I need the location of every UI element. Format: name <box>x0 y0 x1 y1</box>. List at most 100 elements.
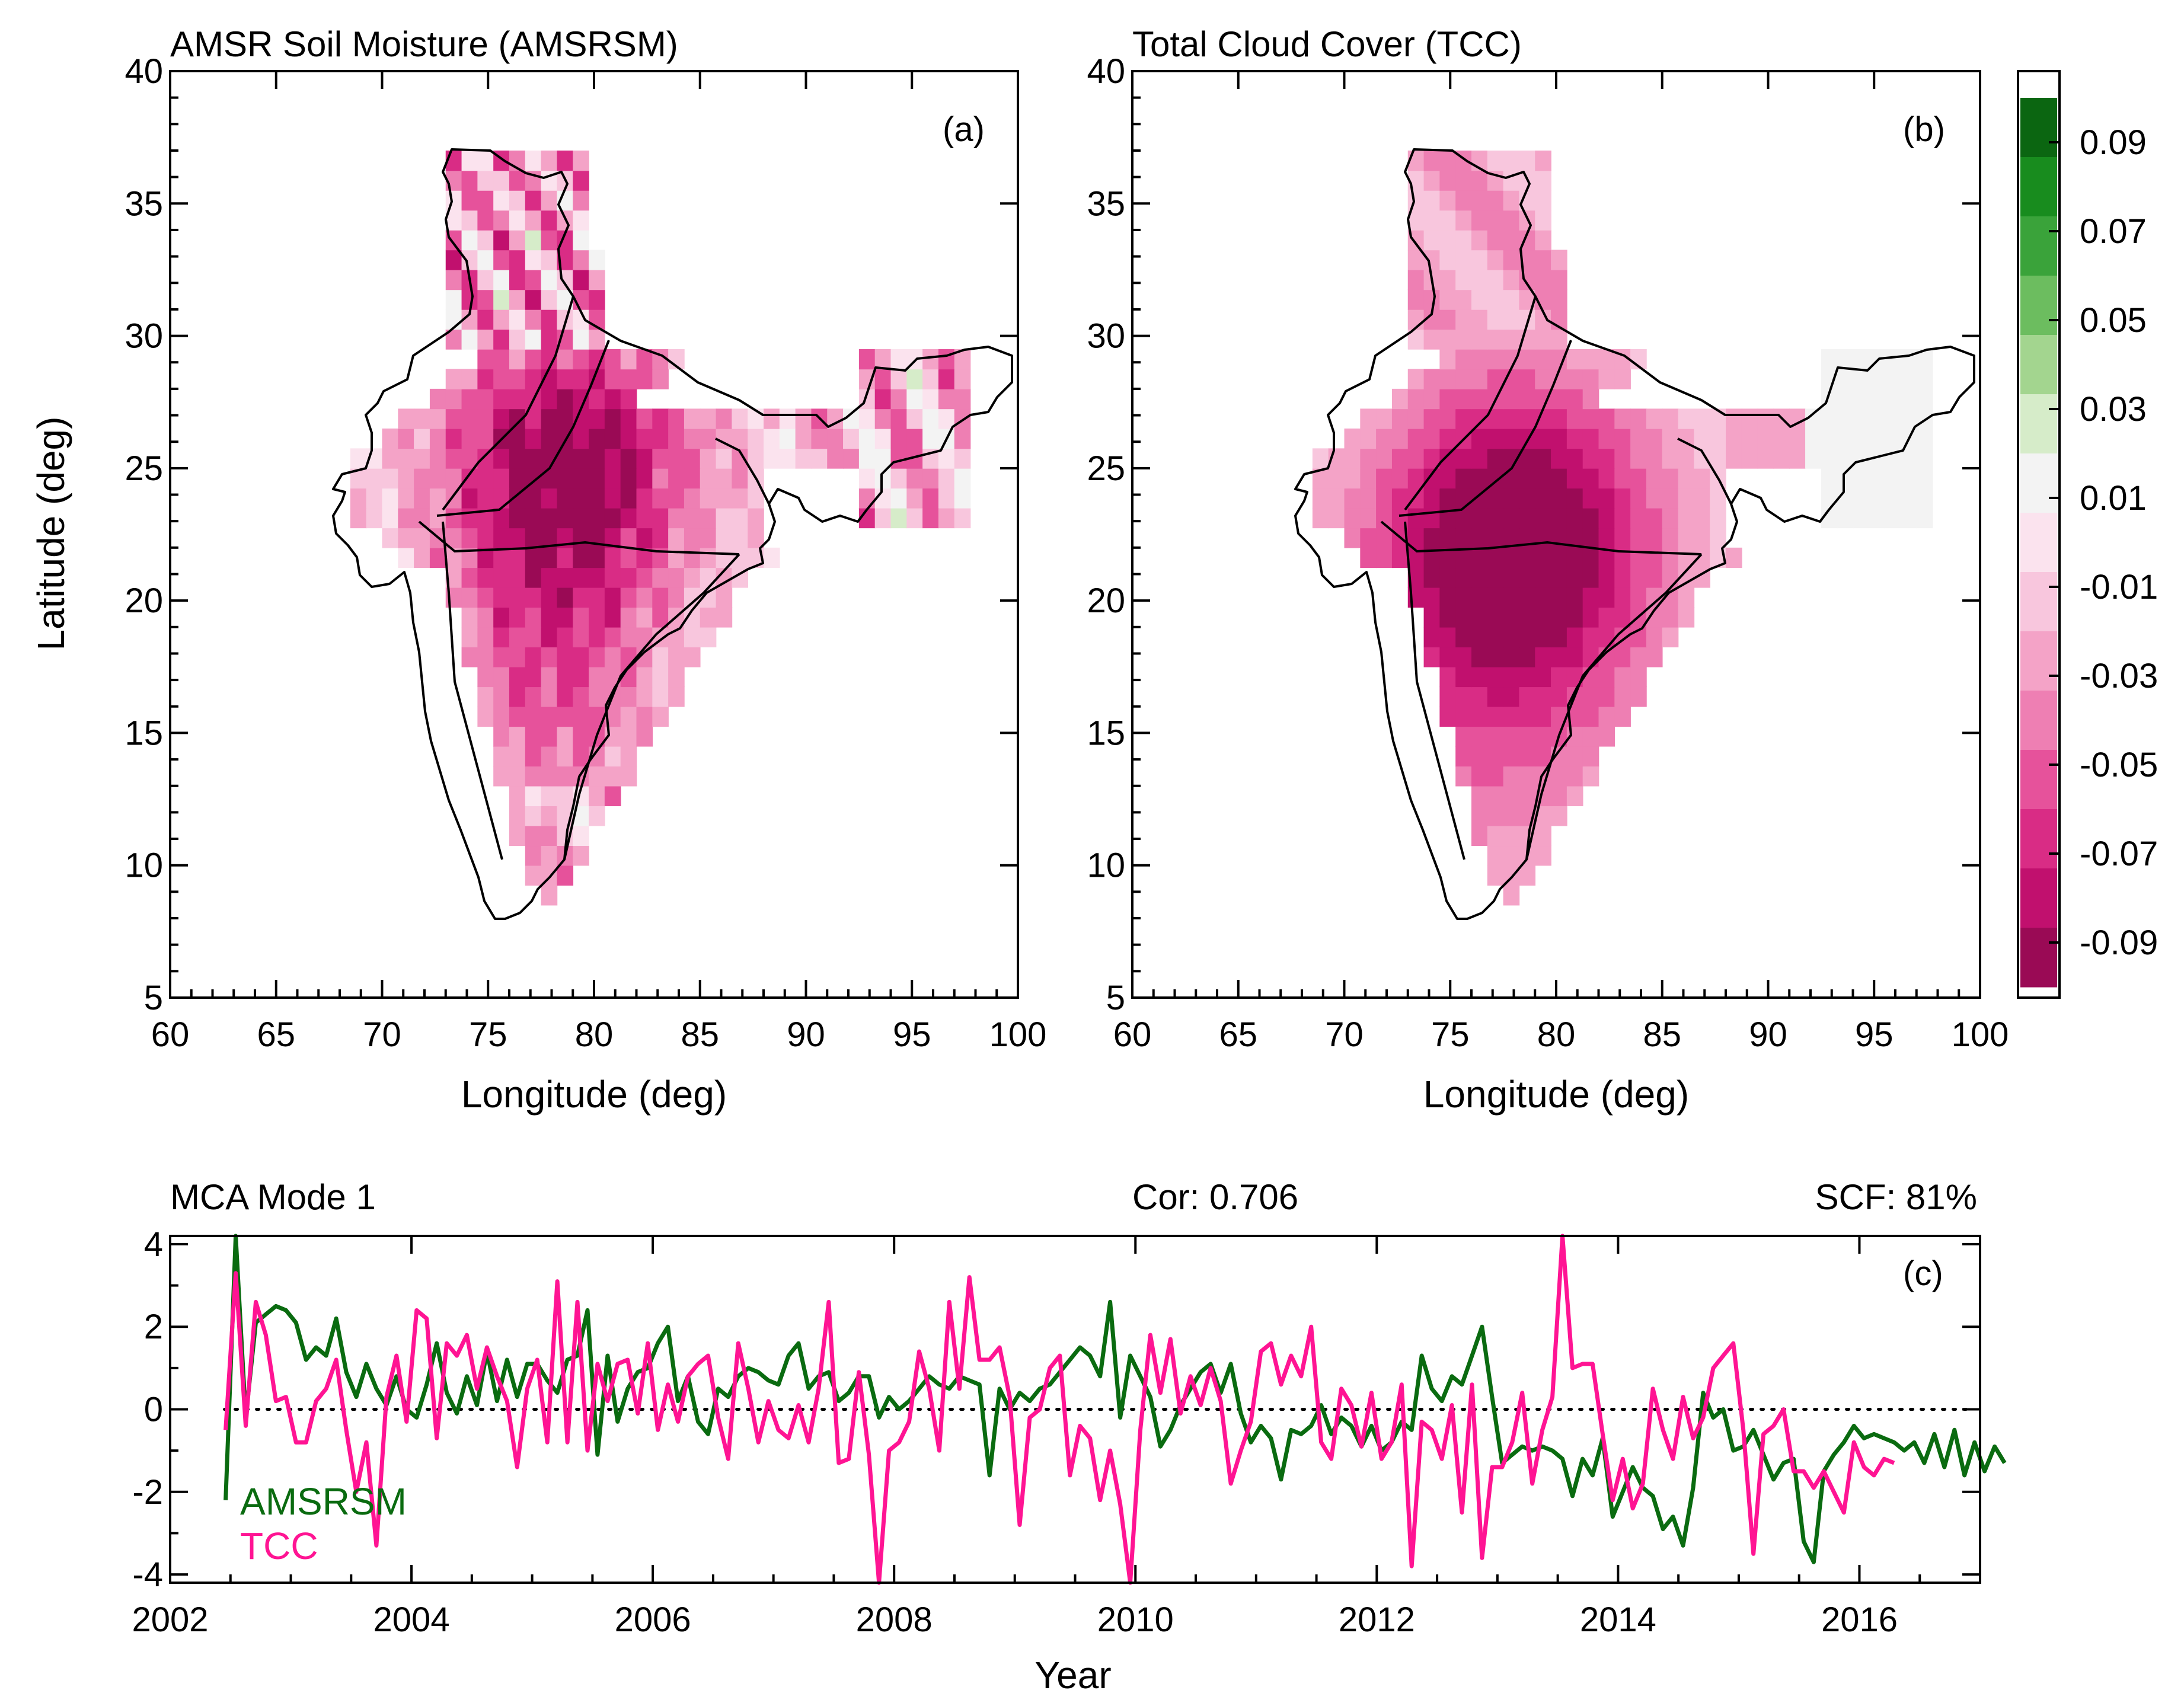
colorbar-tick-label: -0.05 <box>2080 746 2158 784</box>
heatmap-cell <box>1551 686 1567 707</box>
heatmap-cell <box>477 567 494 588</box>
colorbar-block <box>2020 572 2057 632</box>
heatmap-cell <box>557 865 574 886</box>
heatmap-cell <box>684 408 701 429</box>
heatmap-cell <box>1566 766 1583 787</box>
heatmap-cell <box>477 369 494 389</box>
heatmap-cell <box>1535 190 1551 211</box>
colorbar-tick-label: 0.01 <box>2080 479 2147 517</box>
heatmap-cell <box>1582 428 1599 449</box>
heatmap-cell <box>414 488 430 509</box>
heatmap-cell <box>493 369 510 389</box>
heatmap-cell <box>890 349 908 370</box>
panel-a-country-border <box>332 148 1013 920</box>
heatmap-cell <box>493 210 510 231</box>
heatmap-cell <box>652 408 669 429</box>
heatmap-cell <box>1900 369 1917 389</box>
heatmap-cell <box>1487 746 1504 767</box>
heatmap-cell <box>493 567 510 588</box>
heatmap-cell <box>445 289 462 310</box>
heatmap-cell <box>1455 607 1472 628</box>
heatmap-cell <box>398 507 414 529</box>
heatmap-cell <box>414 468 430 489</box>
heatmap-cell <box>938 388 955 410</box>
heatmap-cell <box>1487 269 1504 290</box>
heatmap-cell <box>668 428 685 449</box>
heatmap-cell <box>461 408 478 429</box>
heatmap-cell <box>716 488 733 509</box>
heatmap-cell <box>668 587 685 608</box>
colorbar-block <box>2020 513 2057 573</box>
x-tick-label: 95 <box>1855 1015 1894 1054</box>
heatmap-cell <box>1900 507 1917 529</box>
heatmap-cell <box>1662 627 1679 648</box>
heatmap-cell <box>573 567 589 588</box>
heatmap-cell <box>509 686 526 707</box>
heatmap-cell <box>1582 369 1599 389</box>
heatmap-cell <box>557 468 574 489</box>
heatmap-cell <box>684 547 701 568</box>
heatmap-cell <box>732 428 748 449</box>
heatmap-cell <box>1853 428 1870 449</box>
heatmap-cell <box>858 428 876 449</box>
heatmap-cell <box>1662 528 1679 548</box>
heatmap-cell <box>525 289 542 310</box>
heatmap-cell <box>589 448 605 469</box>
heatmap-cell <box>1566 567 1583 588</box>
y-tick-label: 30 <box>124 317 163 356</box>
colorbar-tick-label: -0.01 <box>2080 568 2158 606</box>
panel-c-xlabel: Year <box>1034 1654 1111 1697</box>
heatmap-cell <box>684 488 701 509</box>
heatmap-cell <box>541 845 558 866</box>
heatmap-cell <box>509 587 526 608</box>
heatmap-cell <box>1439 309 1456 330</box>
y-tick-label: 35 <box>124 184 163 223</box>
heatmap-cell <box>684 428 701 449</box>
heatmap-cell <box>1741 408 1758 429</box>
heatmap-cell <box>1678 587 1695 608</box>
heatmap-cell <box>509 170 526 191</box>
heatmap-cell <box>1487 825 1504 846</box>
heatmap-cell <box>1376 468 1393 489</box>
heatmap-cell <box>1551 349 1567 370</box>
heatmap-cell <box>748 408 764 429</box>
heatmap-cell <box>1471 229 1488 251</box>
heatmap-cell <box>1455 369 1472 389</box>
colorbar-block <box>2020 631 2057 691</box>
heatmap-cell <box>1646 448 1663 469</box>
heatmap-cell <box>1503 666 1520 688</box>
heatmap-cell <box>1726 428 1742 449</box>
heatmap-cell <box>1662 468 1679 489</box>
heatmap-cell <box>525 845 542 866</box>
heatmap-cell <box>652 686 669 707</box>
heatmap-cell <box>1535 210 1551 231</box>
x-tick-label: 60 <box>1113 1015 1152 1054</box>
heatmap-cell <box>1551 329 1567 350</box>
heatmap-cell <box>1455 408 1472 429</box>
heatmap-cell <box>1566 627 1583 648</box>
heatmap-cell <box>1630 488 1647 509</box>
heatmap-cell <box>620 607 637 628</box>
heatmap-cell <box>573 468 589 489</box>
heatmap-cell <box>1503 746 1520 767</box>
heatmap-cell <box>604 627 621 648</box>
heatmap-cell <box>1582 726 1599 747</box>
heatmap-cell <box>922 468 939 489</box>
heatmap-cell <box>700 607 717 628</box>
heatmap-cell <box>509 507 526 529</box>
heatmap-cell <box>1789 448 1806 469</box>
heatmap-cell <box>620 706 637 727</box>
heatmap-cell <box>1391 428 1409 449</box>
heatmap-cell <box>414 528 430 548</box>
heatmap-cell <box>541 825 558 846</box>
heatmap-cell <box>525 269 542 290</box>
heatmap-cell <box>1551 766 1567 787</box>
heatmap-cell <box>1582 488 1599 509</box>
heatmap-cell <box>541 388 558 410</box>
heatmap-cell <box>1503 488 1520 509</box>
y-tick-label: 5 <box>1106 979 1125 1017</box>
heatmap-cell <box>1439 388 1456 410</box>
heatmap-cell <box>1837 448 1854 469</box>
heatmap-cell <box>1710 528 1726 548</box>
heatmap-cell <box>1551 289 1567 310</box>
